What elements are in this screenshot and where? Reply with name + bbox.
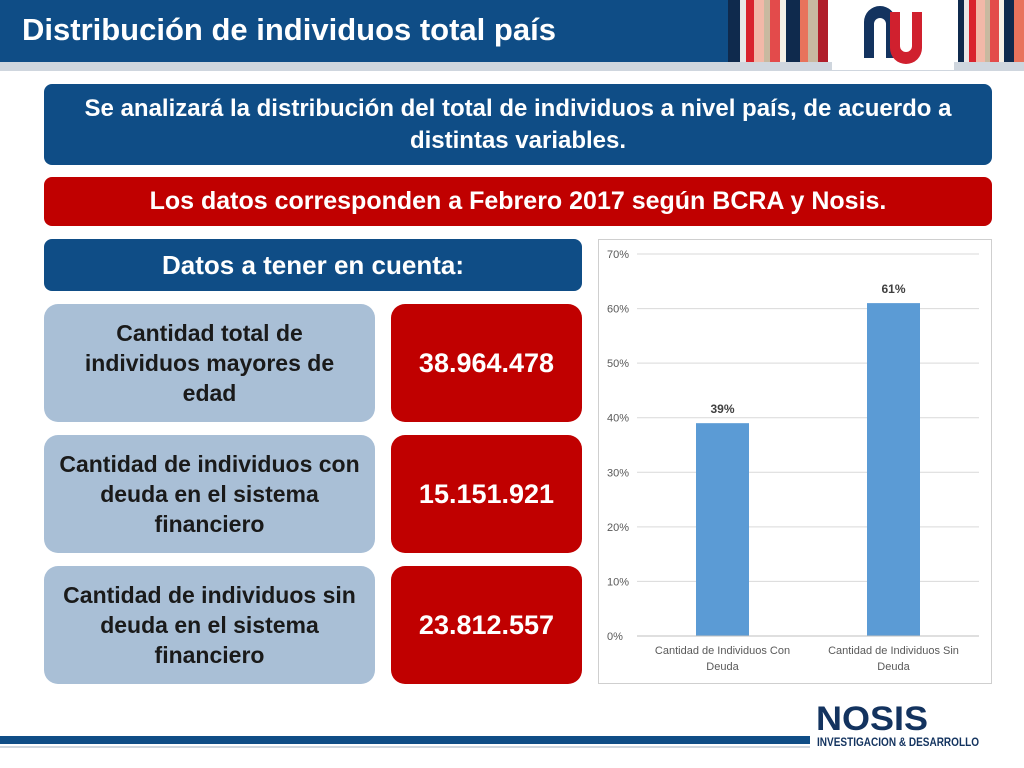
chart-frame: 0% 10% 20% 30% 40% 50% 60% 70% 39% Cantidad de In… — [598, 239, 992, 684]
nosis-logo: NOSIS INVESTIGACION & DESARROLLO — [816, 700, 979, 749]
bar-chart: 0% 10% 20% 30% 40% 50% 60% 70% 39% Cantidad de In… — [607, 249, 979, 673]
footer-line-thin — [0, 746, 810, 748]
source-banner: Los datos corresponden a Febrero 2017 se… — [44, 177, 992, 226]
header-underline — [0, 62, 1024, 71]
header-bar — [0, 0, 728, 62]
y-tick-label: 10% — [607, 576, 629, 588]
intro-banner: Se analizará la distribución del total d… — [44, 84, 992, 165]
stat-value-sin-deuda: 23.812.557 — [391, 566, 582, 684]
y-tick-label: 40% — [607, 413, 629, 425]
bar — [867, 303, 920, 636]
y-tick-label: 30% — [607, 467, 629, 479]
stat-value-con-deuda: 15.151.921 — [391, 435, 582, 553]
stat-label-con-deuda: Cantidad de individuos con deuda en el s… — [44, 435, 375, 553]
datos-heading: Datos a tener en cuenta: — [44, 239, 582, 291]
data-label: 61% — [881, 282, 905, 296]
stat-label-total: Cantidad total de individuos mayores de … — [44, 304, 375, 422]
decorative-stripes — [728, 0, 828, 62]
x-tick-label: Cantidad de Individuos Con Deuda — [655, 645, 790, 673]
y-tick-label: 60% — [607, 304, 629, 316]
y-tick-label: 70% — [607, 249, 629, 261]
logo-box — [832, 0, 954, 70]
nosis-brand: NOSIS — [816, 700, 928, 738]
data-label: 39% — [710, 402, 734, 416]
stat-label-sin-deuda: Cantidad de individuos sin deuda en el s… — [44, 566, 375, 684]
bar — [696, 423, 749, 636]
y-tick-label: 50% — [607, 358, 629, 370]
decorative-stripes-right — [958, 0, 1024, 62]
nosis-tagline: INVESTIGACION & DESARROLLO — [817, 737, 979, 749]
y-tick-label: 0% — [607, 631, 623, 643]
page-title: Distribución de individuos total país — [22, 12, 556, 47]
x-tick-label: Cantidad de Individuos Sin Deuda — [828, 645, 959, 673]
footer-line — [0, 736, 810, 744]
y-tick-label: 20% — [607, 522, 629, 534]
stat-value-total: 38.964.478 — [391, 304, 582, 422]
company-logo-icon — [864, 6, 922, 64]
